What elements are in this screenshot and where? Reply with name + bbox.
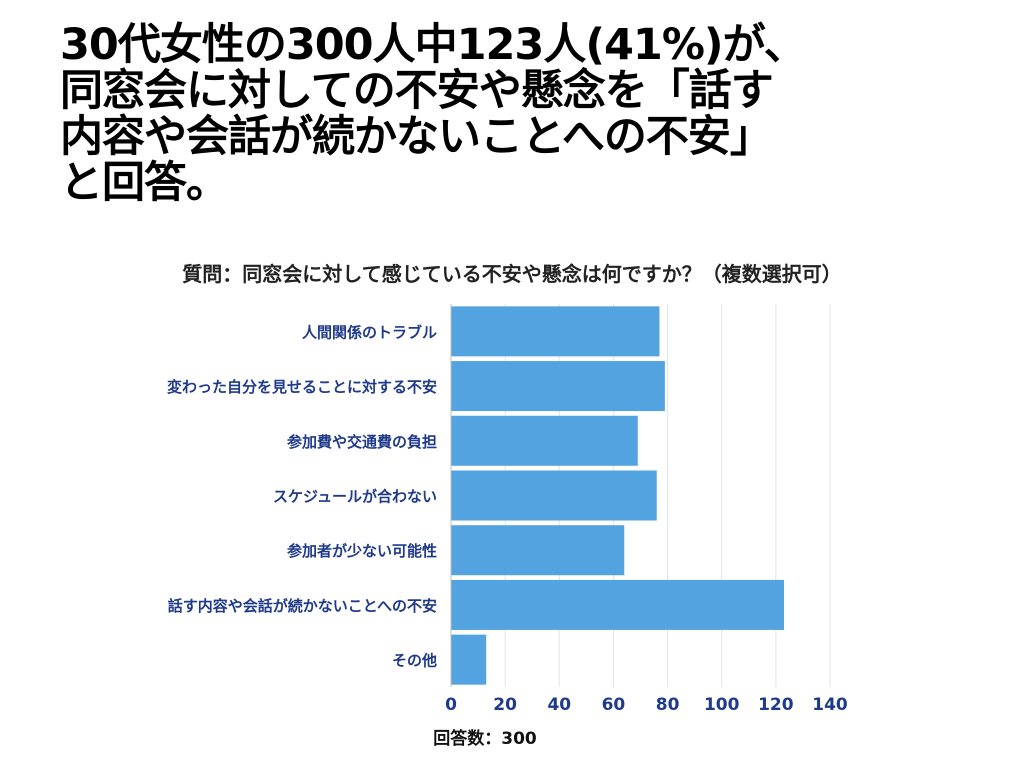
- headline: 30代女性の300人中123人(41%)が、 同窓会に対しての不安や懸念を「話す…: [60, 22, 1000, 206]
- x-tick-label-60: 60: [602, 695, 626, 715]
- x-tick-label-80: 80: [656, 695, 680, 715]
- bar-2: [451, 361, 665, 412]
- bar-4: [451, 470, 657, 521]
- bar-5: [451, 525, 625, 576]
- category-label-2: 変わった自分を見せることに対する不安: [167, 378, 437, 396]
- x-axis-label: 回答数：300: [433, 729, 537, 749]
- bar-1: [451, 306, 660, 357]
- x-tick-label-0: 0: [445, 695, 457, 715]
- bar-6: [451, 579, 784, 630]
- x-tick-label-120: 120: [758, 695, 794, 715]
- category-label-6: 話す内容や会話が続かないことへの不安: [168, 597, 437, 615]
- x-tick-label-40: 40: [547, 695, 571, 715]
- category-label-5: 参加者が少ない可能性: [287, 542, 437, 560]
- headline-line-4: と回答。: [60, 158, 229, 208]
- chart-title: 質問：同窓会に対して感じている不安や懸念は何ですか？（複数選択可）: [182, 262, 842, 286]
- category-label-1: 人間関係のトラブル: [302, 323, 437, 341]
- x-tick-label-100: 100: [704, 695, 740, 715]
- category-label-4: スケジュールが合わない: [273, 488, 437, 506]
- bar-7: [451, 634, 487, 685]
- x-tick-label-20: 20: [493, 695, 517, 715]
- headline-line-3: 内容や会話が続かないことへの不安」: [60, 112, 773, 162]
- category-label-7: その他: [392, 652, 437, 670]
- headline-line-2: 同窓会に対しての不安や懸念を「話す: [60, 66, 774, 116]
- headline-line-1: 30代女性の300人中123人(41%)が、: [60, 20, 807, 70]
- bar-3: [451, 415, 638, 466]
- x-tick-label-140: 140: [812, 695, 848, 715]
- category-label-3: 参加費や交通費の負担: [287, 433, 437, 451]
